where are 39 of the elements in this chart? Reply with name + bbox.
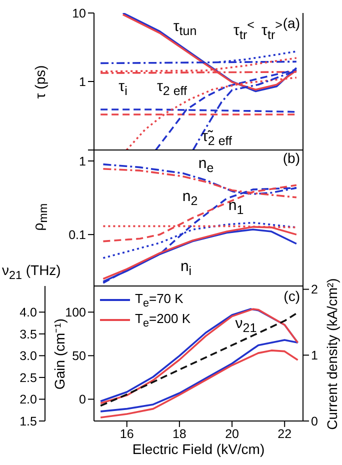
annotation: n$_{2}$ [182,188,198,208]
annotation: n$_{1}$ [228,197,244,217]
annotation: n$_{e}$ [198,155,214,175]
y3-tick-label: 3.0 [20,349,38,364]
y-axis-title: τ (ps) [32,64,48,98]
y-tick-label: 50 [72,349,86,364]
y-tick-label: 0.1 [68,228,86,242]
x-axis-title: Electric Field (kV/cm) [132,441,265,457]
y3-tick-label: 1.5 [20,414,38,428]
y2-tick-label: 1 [311,348,318,363]
annotation: τ$_{tun}$ [173,18,197,38]
y3-axis-title: ν$_{21}$ (THz) [2,262,61,282]
annotation: τ̃$_{2 eff}$ [202,128,232,148]
annotation: ν$_{21}$ [235,315,257,335]
x-tick-label: 16 [120,426,134,441]
y-axis-title: Gain (cm⁻¹) [50,318,68,390]
x-tick-label: 18 [172,426,186,441]
y2-tick-label: 0 [311,414,318,428]
annotation: (c) [284,288,300,304]
y2-axis-title: Current density (kA/cm²) [324,278,340,430]
annotation: (a) [282,15,300,31]
legend-label: T$_{e}$=200 K [135,310,191,330]
y-tick-label: 1 [79,154,86,168]
legend-label: T$_{e}$=70 K [135,290,184,310]
y-tick-label: 1 [79,74,86,89]
y-tick-label: 0 [79,392,86,407]
y-tick-label: 10 [72,6,86,20]
y3-tick-label: 3.5 [20,327,38,342]
annotation: τ$_{2 eff}$ [156,78,188,98]
y3-tick-label: 2.5 [20,370,38,385]
x-tick-label: 22 [278,426,292,441]
y-tick-label: 100 [65,306,86,320]
y2-tick-label: 2 [311,282,318,297]
annotation: n$_{i}$ [180,258,192,278]
annotation: (b) [282,150,300,166]
x-tick-label: 20 [225,426,240,441]
y3-tick-label: 2.0 [20,392,38,407]
annotation: τ$_{i}$ [118,78,128,98]
y3-tick-label: 4.0 [20,306,38,320]
